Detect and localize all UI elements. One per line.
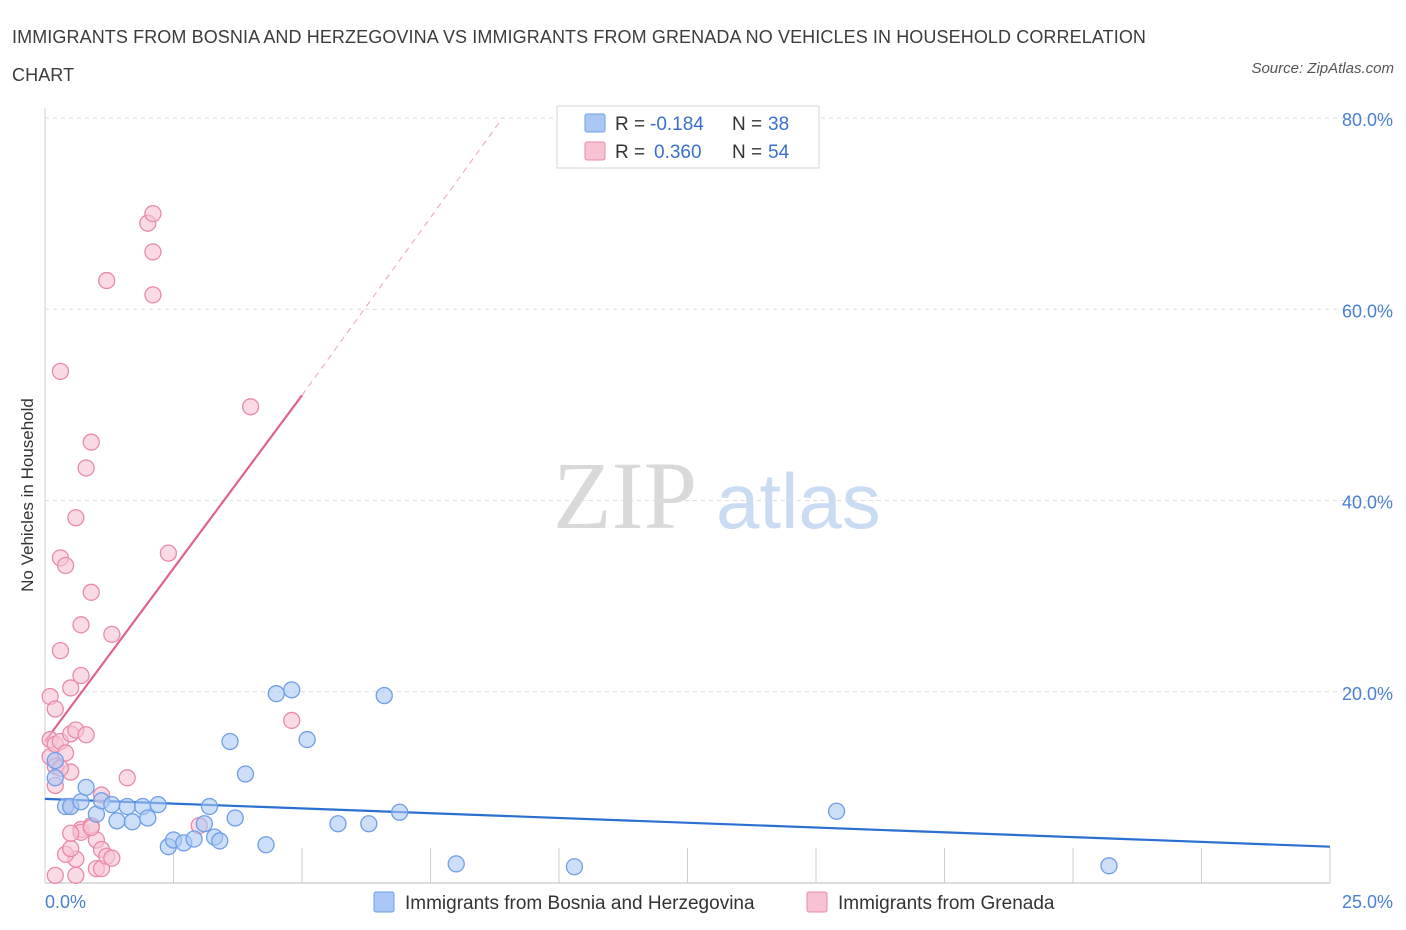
point-bosnia [360, 815, 378, 833]
legend: R = -0.184 N = 38 R = 0.360 N = 54 [556, 105, 820, 169]
point-grenada [62, 839, 80, 858]
point-grenada [82, 583, 100, 601]
point-grenada [51, 641, 70, 660]
point-bosnia [195, 815, 213, 833]
point-bosnia [375, 686, 393, 705]
trend-lines [44, 117, 1331, 848]
point-grenada [67, 866, 85, 884]
y-tick-labels: 20.0% 40.0% 60.0% 80.0% [1342, 110, 1393, 704]
point-grenada [46, 866, 64, 884]
bottom-legend: Immigrants from Bosnia and Herzegovina I… [373, 891, 1055, 914]
point-grenada [144, 286, 162, 304]
point-bosnia [329, 815, 347, 833]
point-grenada [159, 544, 178, 562]
point-bosnia [185, 830, 203, 848]
y-tick-label: 60.0% [1342, 301, 1393, 321]
x-tick-label: 0.0% [45, 892, 86, 912]
point-grenada [103, 849, 121, 867]
point-bosnia [123, 813, 142, 831]
point-grenada [77, 459, 95, 477]
legend-n-bosnia: 38 [768, 114, 789, 135]
point-bosnia [226, 809, 244, 827]
legend-r-grenada: 0.360 [654, 142, 702, 163]
point-grenada [144, 243, 162, 261]
point-grenada [82, 433, 100, 451]
point-grenada [46, 700, 64, 718]
trend-extension-1 [301, 117, 503, 396]
point-bosnia [149, 795, 167, 814]
point-bosnia [103, 795, 121, 814]
point-grenada [118, 769, 136, 787]
point-bosnia [257, 836, 275, 854]
trend-line-1 [44, 394, 303, 743]
point-bosnia [827, 802, 846, 820]
point-grenada [51, 362, 70, 381]
bottom-legend-swatch-grenada [806, 891, 828, 913]
point-bosnia [77, 778, 95, 797]
bottom-legend-bosnia: Immigrants from Bosnia and Herzegovina [405, 893, 755, 914]
point-bosnia [118, 797, 136, 816]
point-grenada [144, 204, 162, 223]
point-bosnia [283, 681, 301, 699]
legend-r-label: R = [615, 114, 645, 135]
point-bosnia [200, 797, 219, 816]
trend-line-0 [44, 797, 1331, 848]
y-tick-label: 40.0% [1342, 493, 1393, 513]
point-bosnia [108, 812, 126, 830]
watermark-zip: ZIP [553, 442, 697, 549]
bottom-legend-swatch-bosnia [373, 891, 395, 913]
bottom-legend-grenada: Immigrants from Grenada [838, 893, 1055, 914]
legend-r-label: R = [615, 142, 645, 163]
chart-title: IMMIGRANTS FROM BOSNIA AND HERZEGOVINA V… [12, 27, 1147, 85]
point-bosnia [46, 769, 64, 787]
point-grenada [72, 616, 90, 634]
x-tick-labels: 0.0% 25.0% [45, 892, 1393, 912]
data-points [41, 204, 1118, 884]
point-bosnia [298, 730, 316, 749]
point-bosnia [72, 793, 90, 811]
point-grenada [103, 625, 121, 644]
point-grenada [56, 556, 75, 575]
point-grenada [62, 824, 80, 842]
point-bosnia [391, 803, 409, 821]
point-grenada [77, 726, 95, 744]
point-grenada [241, 398, 260, 416]
legend-n-label: N = [732, 142, 762, 163]
point-grenada [67, 509, 85, 527]
point-grenada [62, 679, 80, 697]
point-grenada [72, 666, 90, 685]
legend-n-grenada: 54 [768, 142, 790, 163]
point-bosnia [211, 832, 229, 850]
x-tick-label: 25.0% [1342, 892, 1393, 912]
legend-swatch-grenada [584, 141, 606, 161]
y-tick-label: 20.0% [1342, 684, 1393, 704]
point-bosnia [221, 732, 239, 751]
point-bosnia [46, 751, 64, 770]
legend-r-bosnia: -0.184 [650, 114, 704, 135]
point-bosnia [565, 858, 584, 876]
point-bosnia [1100, 857, 1118, 875]
y-axis-label: No Vehicles in Household [18, 398, 37, 592]
source-label: Source: ZipAtlas.com [1251, 60, 1394, 77]
legend-swatch-bosnia [584, 113, 606, 133]
point-bosnia [236, 765, 255, 783]
axes [44, 848, 1331, 884]
point-bosnia [447, 855, 465, 873]
legend-n-label: N = [732, 114, 762, 135]
y-tick-label: 80.0% [1342, 110, 1393, 130]
point-grenada [98, 271, 116, 290]
point-bosnia [139, 809, 157, 827]
point-grenada [283, 711, 301, 730]
point-bosnia [267, 685, 285, 703]
